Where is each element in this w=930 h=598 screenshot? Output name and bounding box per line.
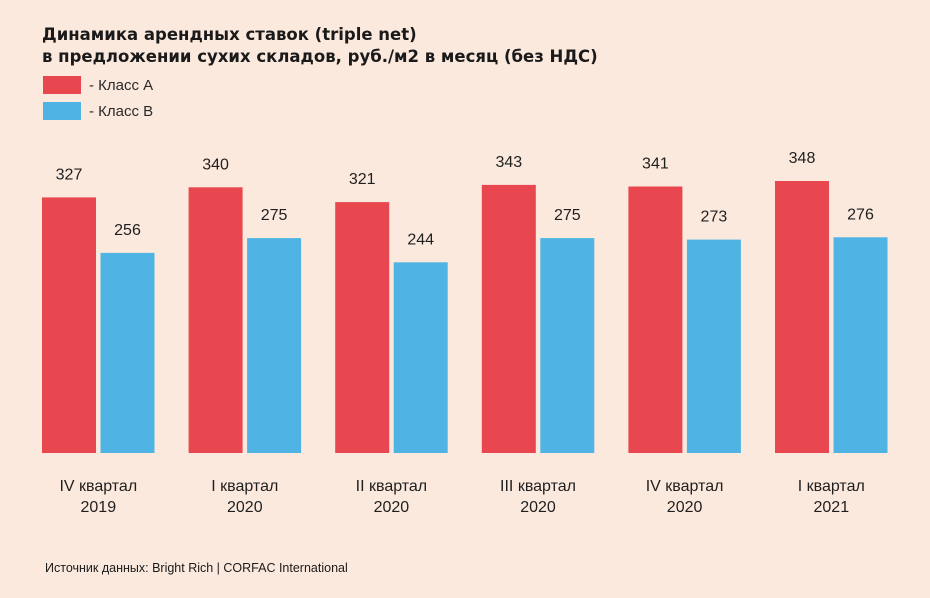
chart-title-line-2: в предложении сухих складов, руб./м2 в м… — [42, 47, 598, 66]
bar-class-b-0 — [100, 252, 155, 453]
bar-class-a-5 — [775, 181, 829, 453]
x-tick-label-5-line-2: 2021 — [814, 499, 850, 516]
data-label-class-a-0: 327 — [56, 166, 83, 183]
legend-swatch-class-a — [43, 76, 81, 94]
x-tick-label-3-line-2: 2020 — [520, 499, 556, 516]
legend-label-class-a: - Класс А — [89, 76, 154, 94]
x-tick-label-2-line-1: II квартал — [356, 478, 427, 495]
bar-class-a-3 — [481, 184, 536, 453]
legend-label-class-b: - Класс В — [89, 102, 154, 120]
x-tick-label-1-line-2: 2020 — [227, 499, 263, 516]
x-tick-label-3-line-1: III квартал — [500, 478, 576, 495]
bar-class-b-5 — [833, 237, 888, 453]
data-label-class-a-5: 348 — [789, 150, 816, 167]
x-tick-label-5-line-1: I квартал — [798, 478, 865, 495]
legend: - Класс А - Класс В — [43, 76, 153, 128]
chart-title-line-1: Динамика арендных ставок (triple net) — [42, 25, 417, 44]
data-label-class-b-4: 273 — [701, 209, 728, 226]
data-label-class-b-5: 276 — [847, 206, 874, 223]
bar-class-a-1 — [188, 187, 243, 454]
bar-class-b-3 — [540, 238, 595, 453]
data-label-class-b-1: 275 — [261, 207, 288, 224]
data-label-class-a-4: 341 — [642, 156, 669, 173]
x-tick-label-4-line-1: IV квартал — [646, 478, 724, 495]
bar-class-a-0 — [42, 197, 96, 453]
chart-title: Динамика арендных ставок (triple net) в … — [42, 24, 598, 68]
x-tick-label-0-line-1: IV квартал — [59, 478, 137, 495]
bar-class-a-2 — [335, 202, 390, 453]
legend-item-class-a: - Класс А — [43, 76, 153, 94]
legend-swatch-class-b — [43, 102, 81, 120]
data-label-class-b-3: 275 — [554, 207, 581, 224]
bar-class-b-2 — [393, 262, 448, 453]
data-label-class-b-2: 244 — [407, 231, 434, 248]
source-note: Источник данных: Bright Rich | CORFAC In… — [45, 561, 348, 575]
x-tick-label-0-line-2: 2019 — [81, 499, 117, 516]
legend-item-class-b: - Класс В — [43, 102, 153, 120]
bar-class-a-4 — [628, 186, 683, 453]
x-tick-label-2-line-2: 2020 — [374, 499, 410, 516]
x-tick-label-1-line-1: I квартал — [211, 478, 278, 495]
data-label-class-a-3: 343 — [495, 154, 522, 171]
data-label-class-a-1: 340 — [202, 156, 229, 173]
bar-class-b-1 — [247, 238, 302, 453]
data-label-class-a-2: 321 — [349, 171, 376, 188]
bar-class-b-4 — [686, 239, 741, 453]
x-tick-label-4-line-2: 2020 — [667, 499, 703, 516]
data-label-class-b-0: 256 — [114, 222, 141, 239]
